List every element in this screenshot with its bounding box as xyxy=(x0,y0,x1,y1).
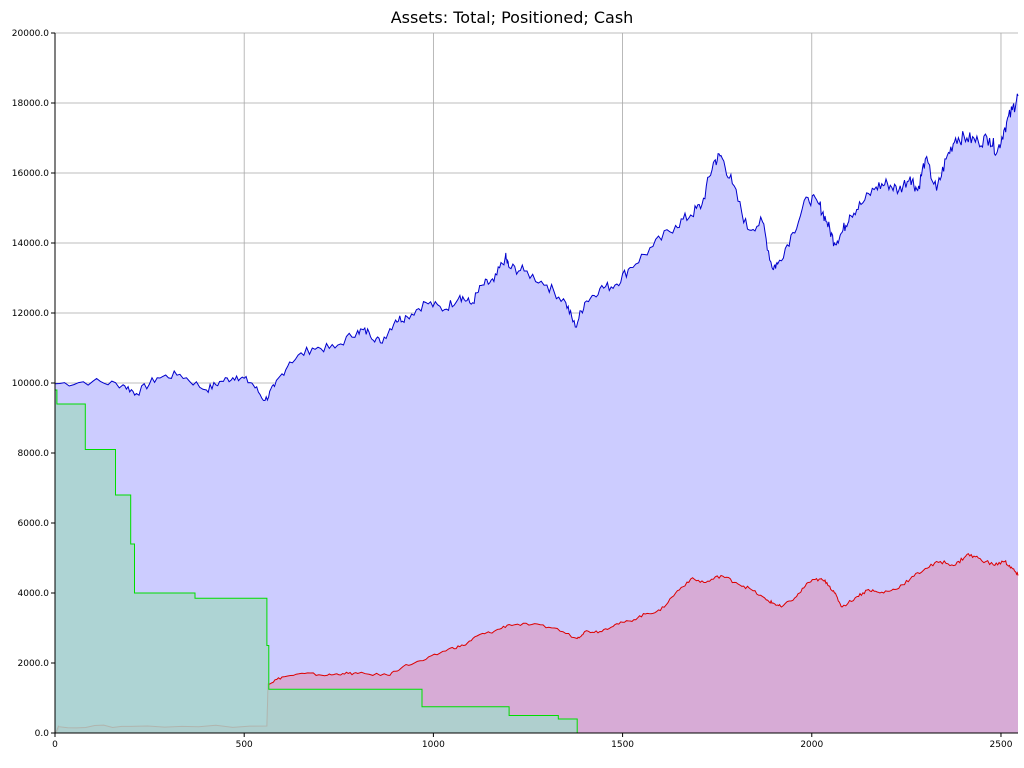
series-0-line xyxy=(54,93,1019,402)
series-layer xyxy=(54,93,1019,734)
series-2-area xyxy=(55,390,1018,733)
x-tick-label: 0 xyxy=(52,740,58,750)
y-tick-label: 14000.0 xyxy=(12,239,49,249)
y-tick-label: 2000.0 xyxy=(18,659,50,669)
series-1-line xyxy=(55,553,1019,734)
x-tick-label: 500 xyxy=(236,740,253,750)
y-tick-label: 6000.0 xyxy=(18,519,50,529)
series-1-area xyxy=(55,553,1018,733)
y-tick-label: 16000.0 xyxy=(12,169,49,179)
y-tick-label: 4000.0 xyxy=(18,589,50,599)
y-tick-label: 0.0 xyxy=(35,729,50,739)
x-tick-label: 1000 xyxy=(422,740,445,750)
y-tick-label: 8000.0 xyxy=(18,449,50,459)
series-0-area xyxy=(55,93,1018,734)
x-tick-label: 1500 xyxy=(611,740,634,750)
chart-title: Assets: Total; Positioned; Cash xyxy=(391,8,634,27)
y-tick-label: 10000.0 xyxy=(12,379,49,389)
y-tick-label: 18000.0 xyxy=(12,99,49,109)
series-2-line xyxy=(55,389,1018,734)
y-tick-label: 12000.0 xyxy=(12,309,49,319)
x-tick-label: 2500 xyxy=(990,740,1013,750)
y-tick-label: 20000.0 xyxy=(12,29,49,39)
axis-layer: 0 500 1000 1500 2000 2500 0.0 2000.0 4000.0 6000.… xyxy=(12,29,1018,750)
x-tick-label: 2000 xyxy=(800,740,823,750)
